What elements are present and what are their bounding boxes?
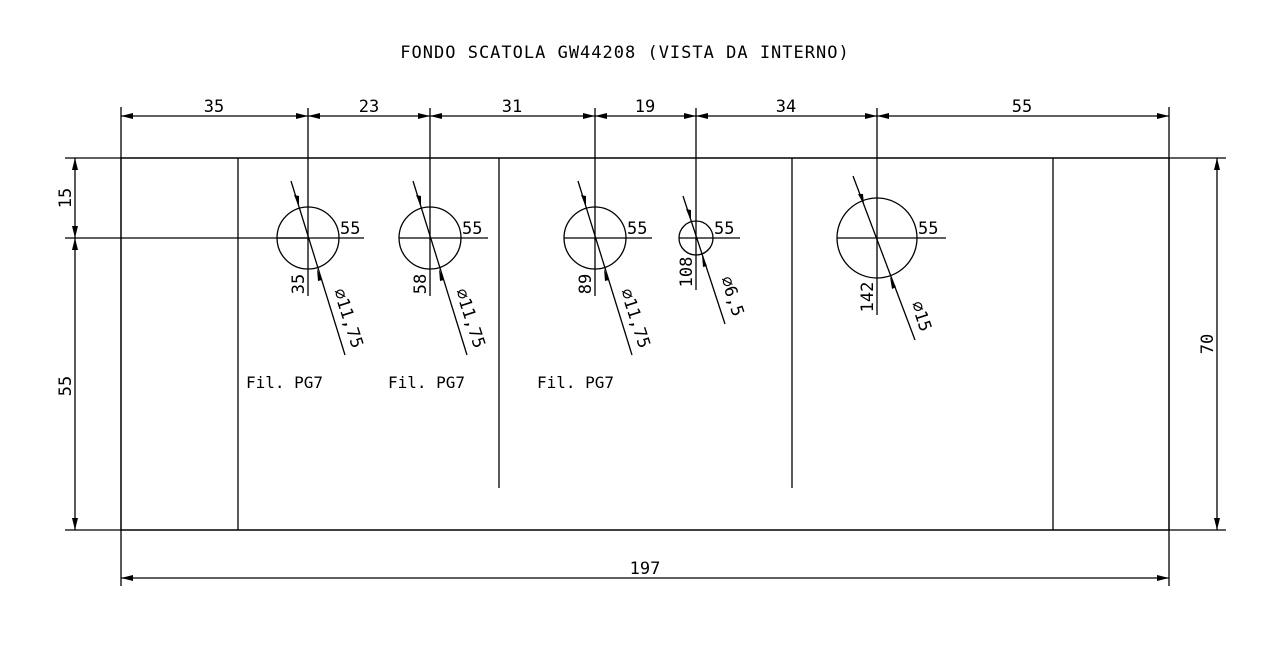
hole-3-x: 89 [576,274,596,294]
top-dim-4: 19 [635,97,655,117]
hole-3-diameter: ⌀11,75 [616,286,654,351]
bottom-dimension [120,530,1170,586]
hole-2-x: 58 [411,274,431,294]
left-dim-lower: 55 [56,376,76,396]
top-dim-6: 55 [1012,97,1032,117]
hole-5-y: 55 [918,219,938,239]
hole-2-y: 55 [462,219,482,239]
hole-3-note: Fil. PG7 [537,373,614,392]
hole-5-x: 142 [858,282,878,313]
drawing-title: FONDO SCATOLA GW44208 (VISTA DA INTERNO) [400,43,849,63]
right-dim: 70 [1198,334,1218,354]
right-dimension [1169,157,1226,531]
left-dim-upper: 15 [56,188,76,208]
bottom-dim: 197 [630,559,661,579]
box-outline [120,157,1170,531]
hole-4 [678,195,740,325]
top-dimension-chain [120,107,1170,240]
hole-2-diameter: ⌀11,75 [451,286,489,351]
top-dim-3: 31 [502,97,522,117]
top-dim-1: 35 [204,97,224,117]
hole-3-y: 55 [627,219,647,239]
top-dim-2: 23 [359,97,379,117]
hole-2 [398,180,488,356]
hole-4-x: 108 [677,257,697,288]
hole-1-x: 35 [289,274,309,294]
top-dim-5: 34 [776,97,796,117]
hole-5 [836,175,946,341]
hole-2-note: Fil. PG7 [388,373,465,392]
hole-3 [563,180,652,356]
hole-1-note: Fil. PG7 [246,373,323,392]
hole-1-diameter: ⌀11,75 [329,286,367,351]
left-dimension-chain [65,157,308,531]
hole-1-y: 55 [340,219,360,239]
hole-1 [276,180,364,356]
hole-4-y: 55 [714,219,734,239]
